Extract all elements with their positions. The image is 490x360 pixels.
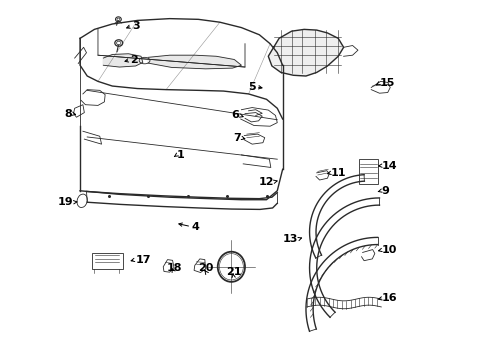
Bar [359, 159, 378, 184]
Text: 4: 4 [191, 222, 199, 231]
Text: 10: 10 [382, 245, 397, 255]
Bar [92, 253, 123, 269]
Text: 3: 3 [132, 21, 140, 31]
Text: 15: 15 [379, 78, 395, 88]
Text: 13: 13 [283, 234, 298, 244]
Text: 21: 21 [226, 267, 241, 277]
Text: 5: 5 [248, 82, 256, 92]
Text: 6: 6 [232, 111, 240, 121]
Text: 1: 1 [177, 150, 185, 160]
Text: 19: 19 [58, 197, 74, 207]
Text: 7: 7 [233, 133, 241, 143]
Text: 11: 11 [331, 168, 346, 178]
Polygon shape [269, 30, 343, 76]
Text: 12: 12 [258, 177, 274, 187]
Text: 8: 8 [64, 109, 72, 119]
Text: 14: 14 [382, 161, 397, 171]
Polygon shape [103, 54, 143, 67]
Text: 20: 20 [198, 262, 214, 273]
Text: 18: 18 [166, 262, 182, 273]
Text: 17: 17 [136, 255, 151, 265]
Text: 16: 16 [382, 293, 397, 303]
Polygon shape [148, 55, 242, 69]
Text: 9: 9 [381, 186, 389, 196]
Text: 2: 2 [130, 55, 138, 65]
